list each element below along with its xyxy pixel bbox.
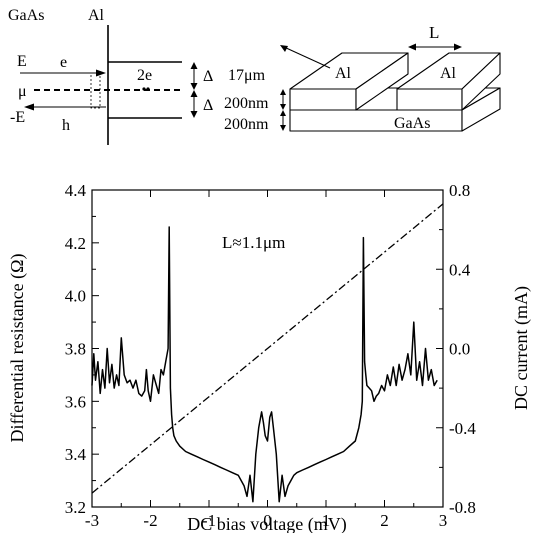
label-al-thickness: 200nm xyxy=(224,95,269,112)
al-thickness-head-top xyxy=(280,89,286,95)
width-arrow-head xyxy=(280,45,288,52)
y-tick-label: 4.0 xyxy=(65,287,86,306)
gap-length-head-right xyxy=(454,43,462,51)
label-cooper-pair: 2e xyxy=(137,67,152,84)
dc-current-line xyxy=(91,203,444,494)
gap-marker-lower-head-bottom xyxy=(190,111,198,118)
y2-tick-label: -0.4 xyxy=(449,419,476,438)
x-axis-ticks: -3 -2 -1 0 1 2 3 xyxy=(85,190,447,530)
y2-tick-label: -0.8 xyxy=(449,498,476,517)
label-right-pad: Al xyxy=(440,65,457,82)
y2-tick-label: 0.0 xyxy=(449,340,470,359)
y-tick-label: 3.6 xyxy=(65,392,86,411)
left-pad-side xyxy=(355,52,409,111)
gap-marker-upper-head-bottom xyxy=(190,83,198,90)
label-left-pad: Al xyxy=(335,65,352,82)
y2-axis-label: DC current (mA) xyxy=(511,286,532,410)
gaas-thickness-head-top xyxy=(280,110,286,116)
x-tick-label: -3 xyxy=(85,511,99,530)
right-pad-front xyxy=(396,88,463,111)
y2-axis-ticks: -0.8 -0.4 0.0 0.4 0.8 xyxy=(436,181,476,517)
y-axis-ticks: 3.2 3.4 3.6 3.8 4.0 4.2 4.4 xyxy=(65,181,99,517)
x-tick-label: 3 xyxy=(439,511,448,530)
cooper-pair-dot-1 xyxy=(142,87,146,91)
differential-resistance-line xyxy=(91,226,438,503)
gaas-thickness-head-bottom xyxy=(280,125,286,131)
left-pad-front xyxy=(289,88,357,111)
x-axis-label: DC bias voltage (mV) xyxy=(187,514,346,533)
label-chemical-potential: μ xyxy=(18,83,27,100)
width-arrow xyxy=(283,46,331,69)
label-gaas-thickness: 200nm xyxy=(224,116,269,133)
x-tick-label: 2 xyxy=(380,511,389,530)
chart: -3 -2 -1 0 1 2 3 3.23.43.63.84.04.24.4 -0.8-0.… xyxy=(7,181,532,533)
device-labels: L 17μm 200nm 200nm Al Al GaAs xyxy=(224,23,457,133)
label-gap-lower: Δ xyxy=(203,97,213,114)
band-diagram: GaAs Al E e μ -E h 2e Δ Δ xyxy=(8,7,213,145)
label-gap-upper: Δ xyxy=(203,68,213,85)
label-electron-energy: E xyxy=(17,53,27,70)
x-tick-label: -1 xyxy=(202,511,216,530)
y-tick-label: 3.4 xyxy=(65,445,87,464)
al-thickness-head-bottom xyxy=(280,104,286,110)
y-tick-label: 3.2 xyxy=(65,498,86,517)
x-tick-label: -2 xyxy=(143,511,157,530)
gap-marker-upper-head-top xyxy=(190,62,198,69)
hole-arrowhead xyxy=(24,103,34,111)
y2-tick-label: 0.8 xyxy=(449,181,470,200)
label-hole: h xyxy=(62,117,70,134)
substrate-front xyxy=(289,109,463,132)
label-left-material: GaAs xyxy=(8,7,44,24)
x-tick-label: 0 xyxy=(263,511,272,530)
cooper-pair-dot-2 xyxy=(146,87,150,91)
right-pad-side xyxy=(461,52,501,111)
gap-length-head-left xyxy=(408,43,416,51)
gap-marker-lower-head-top xyxy=(190,90,198,97)
substrate-side xyxy=(461,87,501,132)
label-electron: e xyxy=(60,54,67,71)
label-substrate: GaAs xyxy=(394,115,430,132)
label-gap-length: L xyxy=(429,23,439,42)
electron-arrowhead xyxy=(96,69,106,77)
y-tick-label: 4.4 xyxy=(65,181,87,200)
y-axis-label: Differential resistance (Ω) xyxy=(7,254,28,443)
device-sketch xyxy=(280,43,501,132)
y-tick-label: 3.8 xyxy=(65,340,86,359)
label-width: 17μm xyxy=(228,67,266,84)
series-layer xyxy=(91,203,444,503)
x-tick-label: 1 xyxy=(322,511,331,530)
y2-tick-label: 0.4 xyxy=(449,260,471,279)
y-tick-label: 4.2 xyxy=(65,234,86,253)
label-right-material: Al xyxy=(88,7,105,24)
chart-annotation: L≈1.1μm xyxy=(222,233,285,252)
label-hole-energy: -E xyxy=(10,109,25,126)
